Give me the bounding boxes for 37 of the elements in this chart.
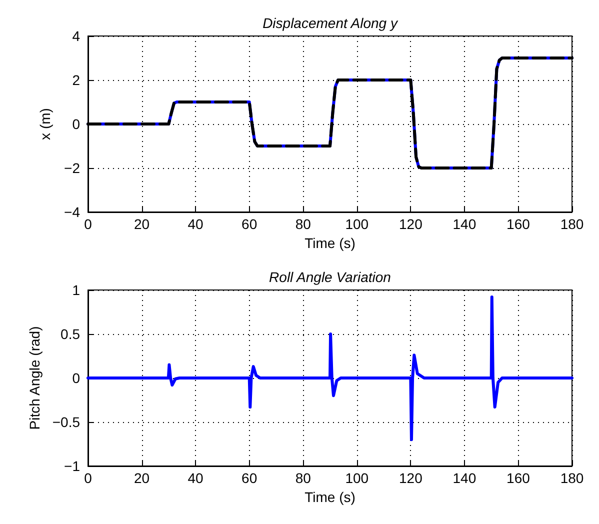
x-tick-label: 120 [398, 470, 423, 486]
y-tick-label: 0 [72, 370, 80, 386]
y-axis-title: x (m) [37, 108, 53, 140]
chart-title: Displacement Along y [262, 15, 398, 31]
y-tick-label: −2 [64, 160, 80, 176]
x-tick-label: 40 [188, 470, 204, 486]
x-axis-title: Time (s) [304, 488, 356, 505]
x-tick-label: 80 [295, 470, 312, 486]
x-tick-label: 160 [506, 216, 530, 232]
x-tick-label: 100 [345, 216, 369, 232]
x-tick-label: 140 [452, 216, 476, 232]
x-tick-label: 100 [345, 470, 369, 486]
x-tick-label: 140 [452, 470, 476, 486]
line-series [86, 296, 574, 442]
x-axis-title: Time (s) [304, 234, 356, 251]
y-tick-label: 0 [72, 116, 80, 132]
x-tick-label: 160 [506, 470, 530, 486]
x-tick-label: 120 [398, 216, 423, 232]
x-tick-label: 0 [84, 470, 92, 486]
y-axis-title: Pitch Angle (rad) [26, 326, 42, 430]
y-tick-label: 4 [72, 28, 80, 44]
x-tick-label: 80 [295, 216, 312, 232]
x-tick-label: 20 [134, 470, 150, 486]
y-tick-label: −1 [64, 458, 80, 474]
x-tick-label: 0 [84, 216, 92, 232]
x-tick-label: 60 [242, 470, 258, 486]
y-tick-label: −0.5 [52, 414, 80, 430]
y-tick-label: −4 [64, 204, 80, 220]
y-tick-label: 2 [72, 72, 80, 88]
y-tick-label: 1 [72, 282, 80, 298]
x-tick-label: 60 [242, 216, 258, 232]
x-tick-label: 20 [134, 216, 150, 232]
x-tick-label: 180 [560, 470, 584, 486]
x-tick-label: 180 [560, 216, 584, 232]
x-tick-label: 40 [188, 216, 204, 232]
chart-title: Roll Angle Variation [269, 269, 392, 285]
y-tick-label: 0.5 [60, 326, 80, 342]
